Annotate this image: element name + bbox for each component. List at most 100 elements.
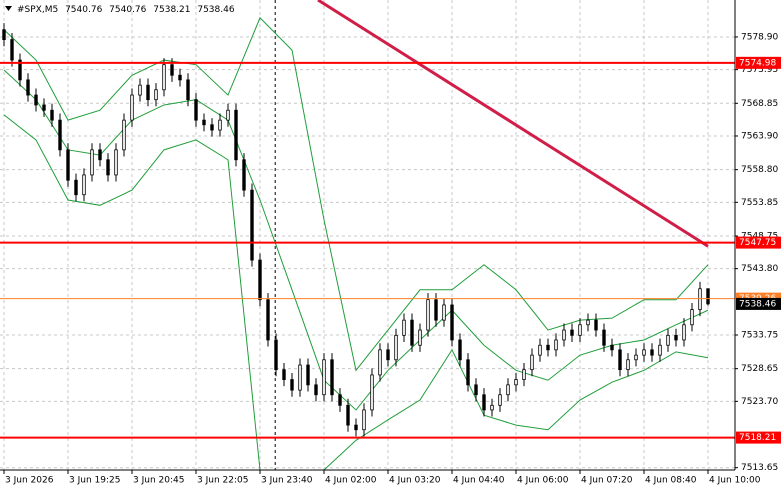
candle-body xyxy=(306,364,310,386)
candle-body xyxy=(586,319,590,326)
band-lower xyxy=(3,114,709,471)
candle-body xyxy=(178,74,182,81)
y-tick-label: 7553.85 xyxy=(741,198,778,208)
x-tick-label: 3 Jun 20:45 xyxy=(133,476,184,486)
candle-body xyxy=(290,379,294,391)
labels: 7578.90 7573.95 7568.85 7563.90 7558.80 7553.… xyxy=(3,32,781,486)
candle-body xyxy=(242,159,246,191)
low-value: 7538.21 xyxy=(153,5,190,15)
candle-body xyxy=(282,369,286,380)
x-tick-label: 3 Jun 19:25 xyxy=(69,476,120,486)
x-tick-label: 4 Jun 04:40 xyxy=(453,476,505,486)
candle-body xyxy=(338,394,342,406)
candle-body xyxy=(354,424,358,431)
candle-body xyxy=(10,39,14,61)
candle-body xyxy=(298,364,302,391)
header-text: #SPX,M5 7540.76 7540.76 7538.21 7538.46 xyxy=(17,5,235,15)
y-tick-label: 7563.90 xyxy=(741,131,778,141)
candle-body xyxy=(514,379,518,386)
candle-body xyxy=(130,94,134,121)
y-tick-label: 7513.65 xyxy=(741,463,778,473)
band-middle xyxy=(3,69,709,411)
y-tick-label: 7543.80 xyxy=(741,264,778,274)
open-value: 7540.76 xyxy=(65,5,102,15)
candle-body xyxy=(162,64,166,91)
candle-body xyxy=(690,309,694,326)
x-tick-label: 4 Jun 03:20 xyxy=(389,476,441,486)
last-price-tag xyxy=(736,297,781,310)
price-level-tag xyxy=(736,236,781,249)
candle-body xyxy=(386,349,390,361)
x-tick-label: 4 Jun 10:00 xyxy=(709,476,761,486)
candle-body xyxy=(522,369,526,380)
candle-body xyxy=(378,349,382,376)
candle-body xyxy=(538,344,542,356)
x-tick-label: 4 Jun 07:20 xyxy=(581,476,633,486)
candle-body xyxy=(490,404,494,411)
candle-body xyxy=(122,119,126,151)
candle-body xyxy=(698,288,702,310)
y-tick-label: 7568.85 xyxy=(741,99,778,109)
candle-body xyxy=(250,189,254,261)
candle-body xyxy=(2,29,6,41)
candle-body xyxy=(450,304,454,341)
candle-body xyxy=(42,104,46,111)
candle-body xyxy=(618,349,622,371)
candle-body xyxy=(314,384,318,396)
candle-body xyxy=(370,374,374,411)
candle-body xyxy=(154,89,158,101)
x-tick-label: 4 Jun 06:00 xyxy=(517,476,569,486)
plot xyxy=(0,0,735,471)
x-tick-label: 4 Jun 08:40 xyxy=(645,476,697,486)
candle-body xyxy=(210,124,214,131)
candle-body xyxy=(466,359,470,386)
candle-body xyxy=(554,339,558,351)
y-tick-label: 7528.65 xyxy=(741,364,778,374)
candle-body xyxy=(442,304,446,321)
x-tick-label: 4 Jun 02:00 xyxy=(325,476,377,486)
candle-body xyxy=(506,384,510,396)
y-tick-label: 7578.90 xyxy=(741,32,778,42)
x-tick-label: 3 Jun 2026 xyxy=(5,476,54,486)
candle-body xyxy=(634,354,638,361)
candle-body xyxy=(90,149,94,176)
y-tick-label: 7573.95 xyxy=(741,65,778,75)
candle-body xyxy=(50,109,54,121)
menu-icon[interactable] xyxy=(5,6,12,11)
symbol: #SPX,M5 xyxy=(17,5,58,15)
candle-body xyxy=(66,149,70,181)
candle-body xyxy=(626,359,630,371)
candle-body xyxy=(706,288,710,305)
candle-body xyxy=(218,119,222,131)
candle-body xyxy=(570,329,574,336)
candle-body xyxy=(322,359,326,396)
candle-body xyxy=(482,394,486,411)
candle-body xyxy=(602,329,606,346)
candle-body xyxy=(106,159,110,176)
candle-body xyxy=(98,149,102,161)
candle-body xyxy=(434,299,438,321)
header: #SPX,M5 7540.76 7540.76 7538.21 7538.46 xyxy=(5,5,235,15)
price-level-label: 7574.98 xyxy=(739,58,776,68)
candle-body xyxy=(658,344,662,356)
price-level-label: 7547.75 xyxy=(739,238,776,248)
candle-body xyxy=(546,344,550,351)
candle-body xyxy=(642,349,646,356)
close-value: 7538.46 xyxy=(197,5,234,15)
candle-body xyxy=(346,404,350,426)
band-upper xyxy=(3,16,709,372)
candle-body xyxy=(418,329,422,346)
candle-body xyxy=(202,119,206,126)
candle-body xyxy=(410,319,414,346)
candle-body xyxy=(402,319,406,336)
candle-body xyxy=(18,59,22,81)
candle-body xyxy=(74,179,78,196)
candle-body xyxy=(234,109,238,161)
candle-body xyxy=(498,394,502,406)
trend-line xyxy=(317,0,709,248)
candle-body xyxy=(594,319,598,331)
candle-body xyxy=(34,94,38,106)
candle-body xyxy=(458,339,462,361)
grid xyxy=(0,0,735,470)
